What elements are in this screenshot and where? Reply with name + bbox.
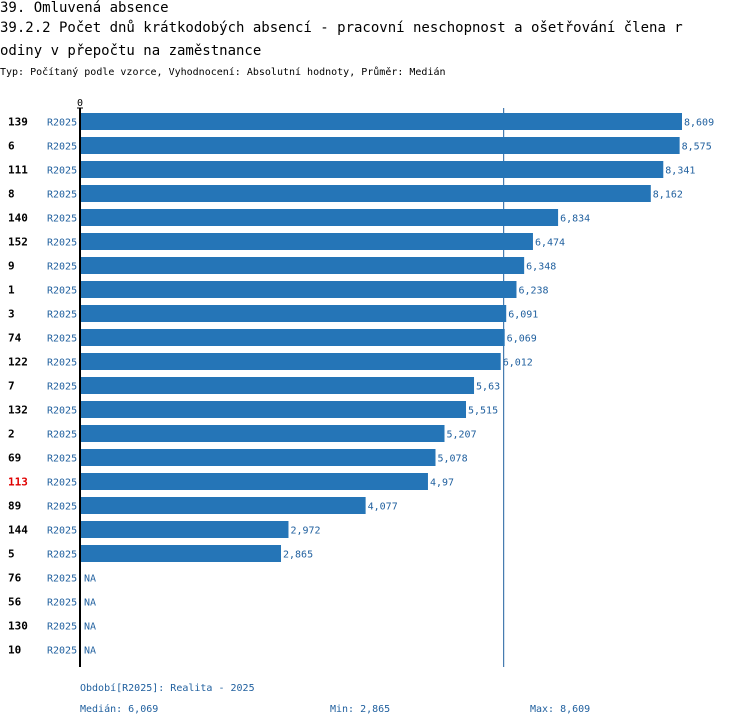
- bar: [81, 353, 501, 370]
- data-label: 2,972: [290, 526, 320, 537]
- period-label: R2025: [47, 550, 77, 561]
- na-label: NA: [84, 646, 96, 657]
- category-label: 140: [8, 212, 28, 225]
- data-label: 4,97: [430, 478, 454, 489]
- category-label: 2: [8, 428, 15, 441]
- data-label: 6,069: [507, 334, 537, 345]
- period-label: R2025: [47, 502, 77, 513]
- footer-max: Max: 8,609: [530, 704, 591, 715]
- data-label: 5,078: [437, 454, 467, 465]
- period-label: R2025: [47, 214, 77, 225]
- data-label: 2,865: [283, 550, 313, 561]
- data-label: 8,162: [653, 190, 683, 201]
- na-label: NA: [84, 598, 96, 609]
- category-label: 89: [8, 500, 21, 513]
- period-label: R2025: [47, 118, 77, 129]
- category-label: 8: [8, 188, 15, 201]
- data-label: 6,834: [560, 214, 590, 225]
- category-label: 69: [8, 452, 21, 465]
- period-label: R2025: [47, 454, 77, 465]
- data-label: 6,012: [503, 358, 533, 369]
- bar: [81, 305, 507, 322]
- period-label: R2025: [47, 646, 77, 657]
- data-label: 6,474: [535, 238, 565, 249]
- footer-period: Období[R2025]: Realita - 2025: [80, 683, 255, 694]
- category-label: 74: [8, 332, 22, 345]
- period-label: R2025: [47, 526, 77, 537]
- bar: [81, 401, 467, 418]
- category-label: 10: [8, 644, 21, 657]
- data-label: 5,207: [447, 430, 477, 441]
- data-label: 5,63: [476, 382, 500, 393]
- bar: [81, 233, 533, 250]
- chart-subtitle: Typ: Počítaný podle vzorce, Vyhodnocení:…: [0, 67, 446, 78]
- data-label: 5,515: [468, 406, 498, 417]
- period-label: R2025: [47, 574, 77, 585]
- bar: [81, 281, 517, 298]
- chart-title-line-2: odiny v přepočtu na zaměstnance: [0, 43, 262, 59]
- period-label: R2025: [47, 358, 77, 369]
- data-label: 8,341: [665, 166, 695, 177]
- period-label: R2025: [47, 334, 77, 345]
- category-label: 113: [8, 476, 28, 489]
- bar: [81, 185, 651, 202]
- category-label: 56: [8, 596, 22, 609]
- period-label: R2025: [47, 598, 77, 609]
- data-label: 6,238: [518, 286, 548, 297]
- category-label: 130: [8, 620, 28, 633]
- period-label: R2025: [47, 382, 77, 393]
- period-label: R2025: [47, 286, 77, 297]
- data-label: 8,575: [682, 142, 712, 153]
- bar: [81, 521, 289, 538]
- na-label: NA: [84, 622, 96, 633]
- bar: [81, 113, 682, 130]
- bar: [81, 449, 436, 466]
- category-label: 3: [8, 308, 15, 321]
- period-label: R2025: [47, 430, 77, 441]
- category-label: 9: [8, 260, 15, 273]
- bar: [81, 425, 445, 442]
- bar: [81, 209, 559, 226]
- bar: [81, 377, 475, 394]
- footer-median: Medián: 6,069: [80, 704, 159, 715]
- data-label: 6,348: [526, 262, 556, 273]
- period-label: R2025: [47, 622, 77, 633]
- period-label: R2025: [47, 262, 77, 273]
- category-label: 132: [8, 404, 28, 417]
- chart-section-title: 39. Omluvená absence: [0, 0, 169, 16]
- category-label: 111: [8, 164, 28, 177]
- period-label: R2025: [47, 166, 77, 177]
- bar: [81, 545, 282, 562]
- category-label: 6: [8, 140, 15, 153]
- data-label: 4,077: [368, 502, 398, 513]
- period-label: R2025: [47, 406, 77, 417]
- category-label: 139: [8, 116, 28, 129]
- data-label: 8,609: [684, 118, 714, 129]
- bar: [81, 329, 505, 346]
- category-label: 1: [8, 284, 15, 297]
- period-label: R2025: [47, 310, 77, 321]
- data-label: 6,091: [508, 310, 538, 321]
- period-label: R2025: [47, 478, 77, 489]
- period-label: R2025: [47, 142, 77, 153]
- category-label: 152: [8, 236, 28, 249]
- category-label: 76: [8, 572, 22, 585]
- axis-zero-label: 0: [77, 98, 83, 109]
- category-label: 7: [8, 380, 15, 393]
- category-label: 144: [8, 524, 28, 537]
- footer-min: Min: 2,865: [330, 704, 391, 715]
- category-label: 122: [8, 356, 28, 369]
- bar: [81, 473, 428, 490]
- category-label: 5: [8, 548, 15, 561]
- bar: [81, 161, 664, 178]
- bar: [81, 137, 680, 154]
- na-label: NA: [84, 574, 96, 585]
- period-label: R2025: [47, 238, 77, 249]
- period-label: R2025: [47, 190, 77, 201]
- bar: [81, 257, 525, 274]
- bar: [81, 497, 366, 514]
- chart-title-line-1: 39.2.2 Počet dnů krátkodobých absencí - …: [0, 20, 683, 36]
